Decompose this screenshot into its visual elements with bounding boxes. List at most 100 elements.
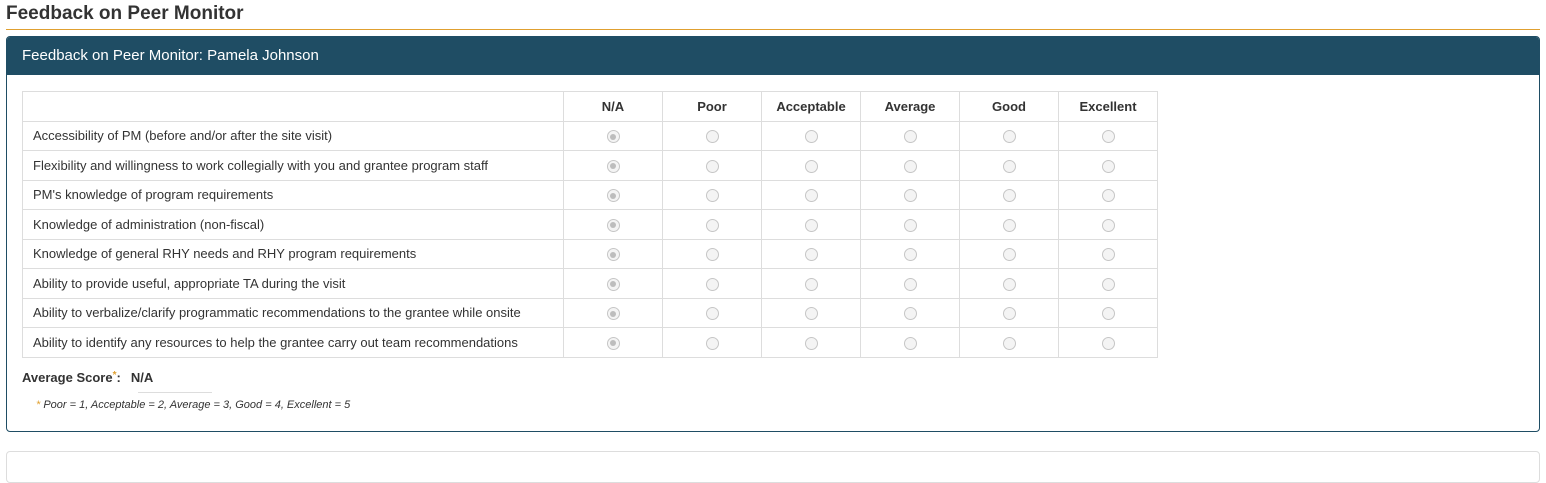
note-marker: *: [36, 399, 41, 411]
radio-average[interactable]: [903, 130, 917, 144]
radio-acceptable[interactable]: [804, 277, 818, 291]
rating-cell: [662, 209, 762, 240]
radio-excellent[interactable]: [1101, 248, 1115, 262]
radio-average[interactable]: [903, 189, 917, 203]
radio-excellent[interactable]: [1101, 159, 1115, 173]
header-blank: [22, 91, 564, 122]
column-header-excellent: Excellent: [1058, 91, 1158, 122]
radio-good[interactable]: [1002, 159, 1016, 173]
rating-cell: [662, 268, 762, 299]
table-row: Ability to identify any resources to hel…: [22, 327, 1158, 358]
rating-cell: [959, 209, 1059, 240]
radio-average[interactable]: [903, 159, 917, 173]
radio-na[interactable]: [606, 307, 620, 321]
radio-good[interactable]: [1002, 218, 1016, 232]
rating-cell: [1058, 179, 1158, 210]
rating-cell: [860, 297, 960, 328]
rating-cell: [860, 150, 960, 181]
radio-poor[interactable]: [705, 307, 719, 321]
radio-excellent[interactable]: [1101, 218, 1115, 232]
radio-na[interactable]: [606, 189, 620, 203]
radio-good[interactable]: [1002, 307, 1016, 321]
required-marker: *: [112, 370, 117, 381]
radio-excellent[interactable]: [1101, 307, 1115, 321]
radio-acceptable[interactable]: [804, 336, 818, 350]
radio-good[interactable]: [1002, 189, 1016, 203]
radio-poor[interactable]: [705, 130, 719, 144]
radio-acceptable[interactable]: [804, 248, 818, 262]
column-header-acceptable: Acceptable: [761, 91, 861, 122]
rating-cell: [1058, 120, 1158, 151]
radio-poor[interactable]: [705, 336, 719, 350]
radio-na[interactable]: [606, 277, 620, 291]
radio-na[interactable]: [606, 159, 620, 173]
rating-cell: [959, 268, 1059, 299]
rating-cell: [761, 179, 861, 210]
radio-acceptable[interactable]: [804, 159, 818, 173]
radio-na[interactable]: [606, 218, 620, 232]
radio-na[interactable]: [606, 336, 620, 350]
radio-acceptable[interactable]: [804, 218, 818, 232]
radio-average[interactable]: [903, 277, 917, 291]
rating-cell: [959, 120, 1059, 151]
average-score-value: N/A: [130, 370, 154, 385]
radio-acceptable[interactable]: [804, 189, 818, 203]
table-row: Flexibility and willingness to work coll…: [22, 150, 1158, 181]
radio-acceptable[interactable]: [804, 130, 818, 144]
rating-cell: [1058, 238, 1158, 269]
next-panel: [6, 451, 1540, 483]
rating-cell: [860, 268, 960, 299]
rating-cell: [959, 179, 1059, 210]
rating-cell: [563, 209, 663, 240]
radio-na[interactable]: [606, 248, 620, 262]
column-header-good: Good: [959, 91, 1059, 122]
rating-cell: [959, 327, 1059, 358]
radio-excellent[interactable]: [1101, 277, 1115, 291]
rating-table: N/A Poor Acceptable Average Good Excellent Ac…: [22, 91, 1158, 358]
rating-cell: [662, 179, 762, 210]
radio-good[interactable]: [1002, 248, 1016, 262]
radio-average[interactable]: [903, 307, 917, 321]
radio-average[interactable]: [903, 336, 917, 350]
rating-cell: [761, 327, 861, 358]
radio-good[interactable]: [1002, 277, 1016, 291]
criterion-label: Knowledge of general RHY needs and RHY p…: [22, 238, 564, 269]
criterion-label: Accessibility of PM (before and/or after…: [22, 120, 564, 151]
rating-cell: [563, 150, 663, 181]
average-score-label: Average Score: [22, 370, 113, 385]
panel-heading: Feedback on Peer Monitor: Pamela Johnson: [7, 37, 1539, 75]
rating-cell: [860, 327, 960, 358]
rating-cell: [662, 150, 762, 181]
rating-cell: [761, 268, 861, 299]
rating-cell: [860, 238, 960, 269]
rating-cell: [1058, 150, 1158, 181]
rating-cell: [761, 238, 861, 269]
radio-good[interactable]: [1002, 336, 1016, 350]
radio-average[interactable]: [903, 248, 917, 262]
radio-average[interactable]: [903, 218, 917, 232]
average-score-colon: :: [116, 370, 121, 385]
radio-good[interactable]: [1002, 130, 1016, 144]
radio-poor[interactable]: [705, 277, 719, 291]
rating-cell: [860, 120, 960, 151]
rating-cell: [761, 150, 861, 181]
radio-na[interactable]: [606, 130, 620, 144]
rating-cell: [1058, 327, 1158, 358]
average-score: Average Score*: N/A: [22, 370, 153, 385]
rating-cell: [662, 120, 762, 151]
radio-acceptable[interactable]: [804, 307, 818, 321]
criterion-label: Ability to provide useful, appropriate T…: [22, 268, 564, 299]
radio-excellent[interactable]: [1101, 336, 1115, 350]
rating-cell: [563, 268, 663, 299]
radio-excellent[interactable]: [1101, 130, 1115, 144]
radio-poor[interactable]: [705, 218, 719, 232]
table-row: Knowledge of general RHY needs and RHY p…: [22, 238, 1158, 269]
rating-cell: [563, 120, 663, 151]
radio-poor[interactable]: [705, 189, 719, 203]
radio-poor[interactable]: [705, 159, 719, 173]
rating-cell: [563, 327, 663, 358]
feedback-panel: Feedback on Peer Monitor: Pamela Johnson…: [6, 36, 1540, 432]
radio-excellent[interactable]: [1101, 189, 1115, 203]
table-row: Ability to provide useful, appropriate T…: [22, 268, 1158, 299]
radio-poor[interactable]: [705, 248, 719, 262]
